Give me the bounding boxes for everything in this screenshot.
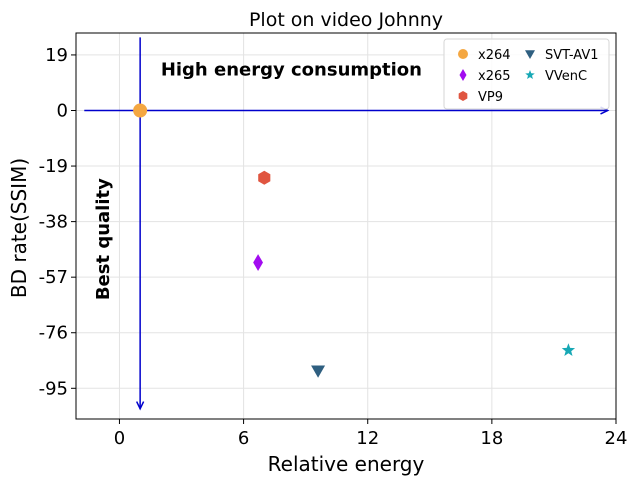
- data-points: [133, 103, 576, 378]
- x-tick-label: 6: [238, 428, 249, 449]
- chart-title: Plot on video Johnny: [249, 9, 443, 31]
- arrow-head: [135, 401, 145, 411]
- annotation-label: Best quality: [93, 178, 114, 300]
- legend-label: VP9: [478, 90, 503, 105]
- y-tick-label: 19: [45, 45, 68, 66]
- y-tick-label: -57: [39, 267, 68, 288]
- legend-marker-vvenc: [525, 70, 535, 80]
- legend-marker-x264: [458, 49, 468, 59]
- point-x264: [133, 103, 148, 118]
- x-axis-label: Relative energy: [268, 452, 425, 476]
- x-tick-label: 0: [114, 428, 125, 449]
- annotations-layer: High energy consumption Best quality: [93, 60, 422, 301]
- legend-label: x264: [478, 48, 511, 63]
- y-tick-label: -38: [39, 212, 68, 233]
- legend-label: SVT-AV1: [545, 48, 599, 63]
- legend-label: VVenC: [545, 69, 587, 84]
- point-vvenc: [561, 343, 576, 356]
- legend-marker-vp9: [458, 91, 468, 101]
- point-vp9: [258, 170, 271, 185]
- legend: x264 x265 VP9 SVT-AV1 VVenC: [443, 38, 610, 110]
- point-svt-av1: [311, 365, 326, 378]
- legend-marker-x265: [459, 69, 467, 81]
- y-axis-label: BD rate(SSIM): [7, 158, 31, 298]
- x-tick-label: 24: [605, 428, 628, 449]
- y-tick-label: 0: [57, 100, 68, 121]
- tick-labels: 0 6 12 18 24 19 0 -19 -38 -57 -76 -95: [39, 45, 628, 449]
- point-x265: [253, 254, 263, 271]
- plot-frame: [75, 32, 617, 420]
- legend-label: x265: [478, 69, 511, 84]
- y-tick-label: -76: [39, 323, 68, 344]
- legend-marker-svt-av1: [525, 50, 535, 59]
- y-tick-label: -19: [39, 156, 68, 177]
- y-tick-label: -95: [39, 378, 68, 399]
- annotation-label: High energy consumption: [161, 60, 422, 81]
- x-tick-label: 18: [480, 428, 503, 449]
- x-tick-label: 12: [356, 428, 379, 449]
